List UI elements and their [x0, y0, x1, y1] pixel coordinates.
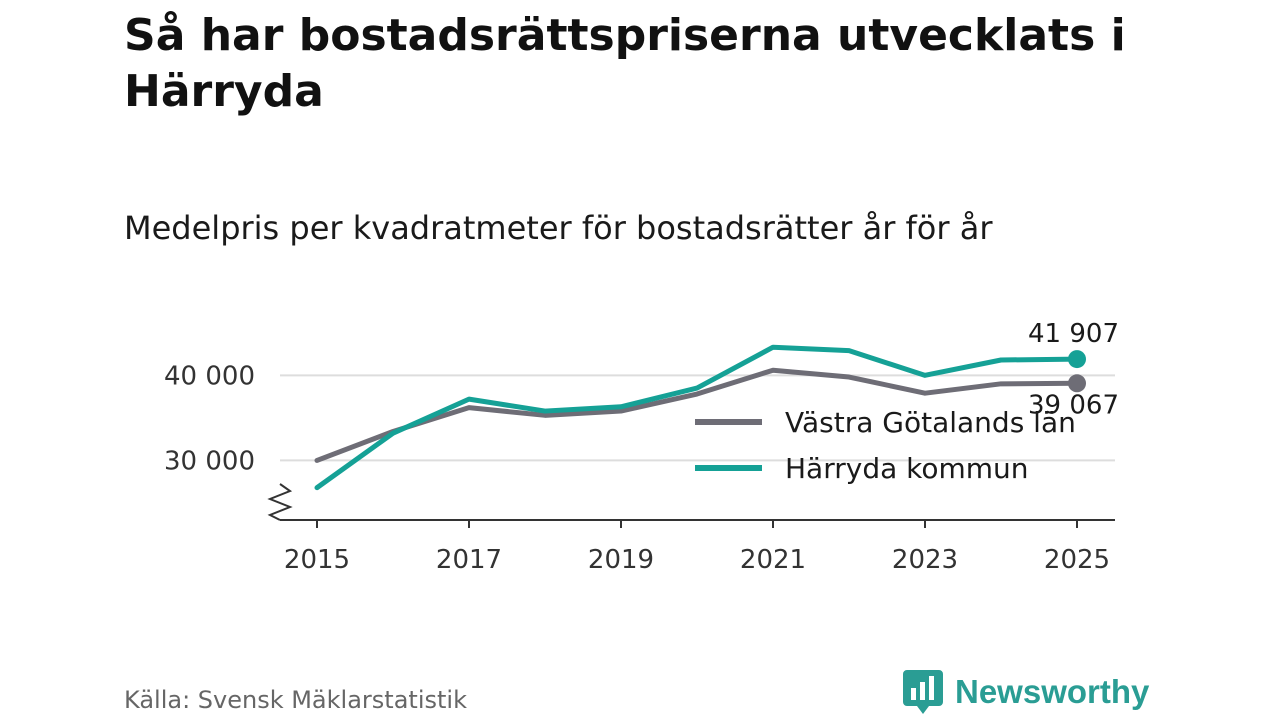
- gridlines: [280, 374, 1115, 462]
- bar-chart-logo-icon: [903, 670, 943, 714]
- x-tick-label: 2021: [740, 545, 806, 575]
- series-line-harryda: [314, 344, 1080, 491]
- legend: Västra Götalands län Härryda kommun: [695, 406, 1076, 485]
- legend-label: Härryda kommun: [785, 452, 1029, 485]
- axes: 30 000 40 000 2015 2017 2019 2021 2023 2025: [164, 361, 1115, 575]
- brand-name: Newsworthy: [955, 673, 1150, 710]
- x-tick-label: 2019: [588, 545, 654, 575]
- x-tick-label: 2015: [284, 545, 350, 575]
- chart-subtitle: Medelpris per kvadratmeter för bostadsrä…: [124, 209, 993, 247]
- axis-break-icon: [267, 483, 293, 521]
- series-lines: [314, 344, 1086, 491]
- chart-title: Så har bostadsrättspriserna utvecklats i…: [124, 10, 1126, 117]
- end-label-harryda: 41 907: [1028, 319, 1119, 349]
- series-line-vastra-gotaland: [314, 367, 1080, 463]
- end-value-labels: 41 907 39 067: [1028, 319, 1119, 420]
- y-tick-label: 30 000: [164, 446, 255, 476]
- line-chart: 30 000 40 000 2015 2017 2019 2021 2023 2025 Väs…: [164, 319, 1119, 575]
- x-tick-label: 2017: [436, 545, 502, 575]
- x-tick-label: 2025: [1044, 545, 1110, 575]
- end-label-vastra-gotaland: 39 067: [1028, 390, 1119, 420]
- series-end-marker: [1068, 374, 1086, 393]
- y-tick-label: 40 000: [164, 361, 255, 391]
- legend-label: Västra Götalands län: [785, 406, 1076, 439]
- newsworthy-logo[interactable]: Newsworthy: [903, 670, 1149, 714]
- series-end-marker: [1068, 350, 1086, 369]
- source-note: Källa: Svensk Mäklarstatistik: [124, 686, 467, 714]
- x-tick-label: 2023: [892, 545, 958, 575]
